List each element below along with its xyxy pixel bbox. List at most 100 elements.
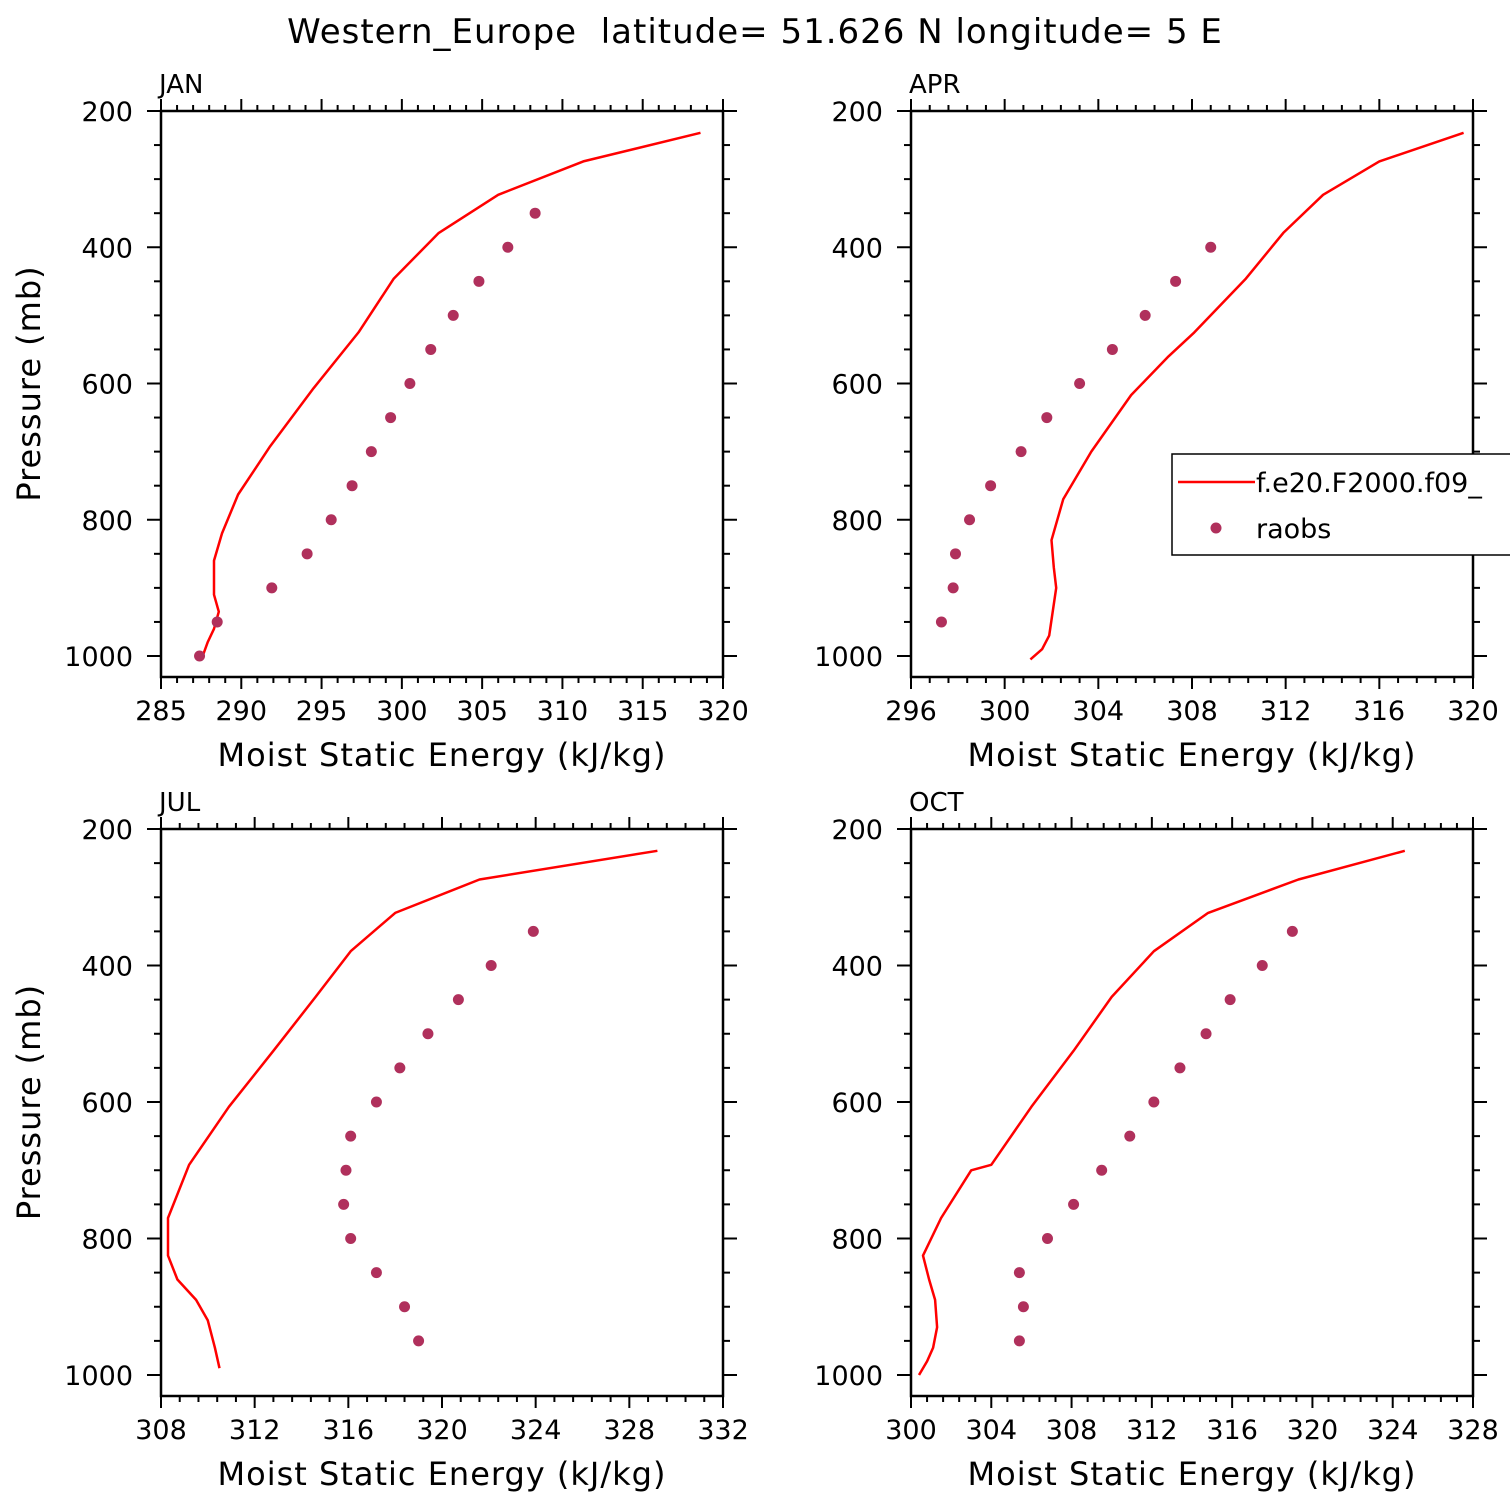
raobs-point: [266, 582, 278, 594]
x-tick-label: 312: [229, 1415, 281, 1446]
y-tick-label: 1000: [814, 1361, 883, 1392]
x-tick-label: 308: [135, 1415, 187, 1446]
y-tick-label: 400: [81, 952, 133, 983]
panel-label: OCT: [909, 788, 964, 818]
raobs-point: [211, 616, 223, 628]
panel-apr: 296 300 304 308 312 316 320 200 400 600 800 1000 APR…: [814, 70, 1510, 774]
legend: f.e20.F2000.f09_raobs: [1171, 453, 1510, 556]
y-tick-label: 400: [831, 952, 883, 983]
raobs-point: [1124, 1130, 1136, 1142]
raobs-point: [1041, 412, 1053, 424]
panel-label: JAN: [157, 70, 203, 100]
x-tick-label: 328: [604, 1415, 656, 1446]
x-tick-label: 304: [1073, 696, 1125, 727]
x-tick-label: 295: [296, 696, 348, 727]
raobs-point: [1174, 1062, 1186, 1074]
x-tick-label: 296: [885, 696, 937, 727]
legend-label-raobs: raobs: [1256, 514, 1331, 545]
raobs-point: [370, 1267, 382, 1279]
raobs-point: [346, 480, 358, 492]
raobs-point: [385, 412, 397, 424]
raobs-point: [1224, 994, 1236, 1006]
y-tick-label: 600: [81, 370, 133, 401]
x-tick-label: 316: [1206, 1415, 1258, 1446]
raobs-point: [425, 343, 437, 355]
raobs-point: [394, 1062, 406, 1074]
panel-jul: 308 312 316 320 324 328 332 200 400 600 800 1000 JUL…: [10, 788, 749, 1493]
y-tick-label: 200: [81, 815, 133, 846]
x-tick-label: 332: [697, 1415, 749, 1446]
x-tick-label: 300: [376, 696, 428, 727]
raobs-point: [949, 548, 961, 560]
x-tick-label: 312: [1260, 696, 1312, 727]
raobs-point: [1286, 925, 1298, 937]
y-tick-label: 800: [831, 1225, 883, 1256]
y-tick-label: 400: [81, 233, 133, 264]
raobs-point: [340, 1164, 352, 1176]
x-tick-label: 320: [697, 696, 749, 727]
y-tick-label: 800: [81, 506, 133, 537]
raobs-point: [1096, 1164, 1108, 1176]
x-tick-label: 316: [1354, 696, 1406, 727]
model-profile-line: [917, 849, 1406, 1376]
panel-jan: 285 290 295 300 305 310 315 320 200 400 600 800 1000…: [10, 70, 749, 774]
model-profile-line: [201, 131, 701, 657]
y-tick-label: 600: [831, 370, 883, 401]
raobs-point: [985, 480, 997, 492]
raobs-point: [935, 616, 947, 628]
y-tick-label: 200: [831, 97, 883, 128]
panel-label: APR: [909, 70, 961, 100]
raobs-point: [502, 241, 514, 253]
raobs-point: [404, 378, 416, 389]
plot-frame: [159, 827, 725, 1398]
raobs-point: [413, 1335, 425, 1347]
raobs-point: [1015, 446, 1027, 458]
x-tick-label: 320: [1447, 696, 1499, 727]
raobs-point: [1200, 1028, 1212, 1040]
y-tick-label: 200: [831, 815, 883, 846]
raobs-point: [527, 925, 539, 937]
y-tick-label: 1000: [64, 1361, 133, 1392]
x-tick-label: 285: [135, 696, 187, 727]
raobs-point: [947, 582, 959, 594]
raobs-point: [1170, 275, 1182, 287]
legend-point-swatch: [1210, 522, 1222, 534]
raobs-point: [325, 514, 337, 526]
x-tick-label: 328: [1447, 1415, 1499, 1446]
y-tick-label: 800: [831, 506, 883, 537]
y-axis-label: Pressure (mb): [10, 265, 48, 501]
raobs-point: [338, 1198, 350, 1210]
raobs-point: [301, 548, 313, 560]
x-tick-label: 315: [617, 696, 669, 727]
plot-frame: [159, 109, 725, 679]
x-tick-label: 312: [1126, 1415, 1178, 1446]
raobs-point: [1013, 1267, 1025, 1279]
x-tick-label: 300: [979, 696, 1031, 727]
y-tick-label: 800: [81, 1225, 133, 1256]
model-profile-line: [166, 849, 658, 1369]
x-tick-label: 305: [456, 696, 508, 727]
x-tick-label: 320: [1287, 1415, 1339, 1446]
y-tick-label: 1000: [64, 642, 133, 673]
x-tick-label: 304: [966, 1415, 1018, 1446]
chart-title: Western_Europe latitude= 51.626 N longit…: [287, 12, 1223, 52]
x-axis-label: Moist Static Energy (kJ/kg): [218, 1455, 667, 1493]
plot-frame: [909, 827, 1475, 1398]
raobs-point: [1041, 1233, 1053, 1244]
raobs-point: [447, 309, 459, 321]
model-profile-line: [1029, 131, 1465, 661]
x-tick-label: 308: [1166, 696, 1218, 727]
panel-oct: 300 304 308 312 316 320 324 328 200 400 600 800 1000…: [814, 788, 1498, 1493]
x-tick-label: 310: [537, 696, 589, 727]
raobs-point: [452, 994, 464, 1006]
raobs-point: [473, 275, 485, 287]
legend-box: [1171, 453, 1510, 556]
raobs-point: [399, 1301, 411, 1313]
x-tick-label: 324: [510, 1415, 562, 1446]
panel-label: JUL: [157, 788, 201, 818]
raobs-point: [485, 960, 497, 971]
raobs-point: [1013, 1335, 1025, 1347]
raobs-point: [370, 1096, 382, 1108]
raobs-point: [1139, 309, 1151, 321]
legend-label-model: f.e20.F2000.f09_: [1256, 468, 1482, 499]
